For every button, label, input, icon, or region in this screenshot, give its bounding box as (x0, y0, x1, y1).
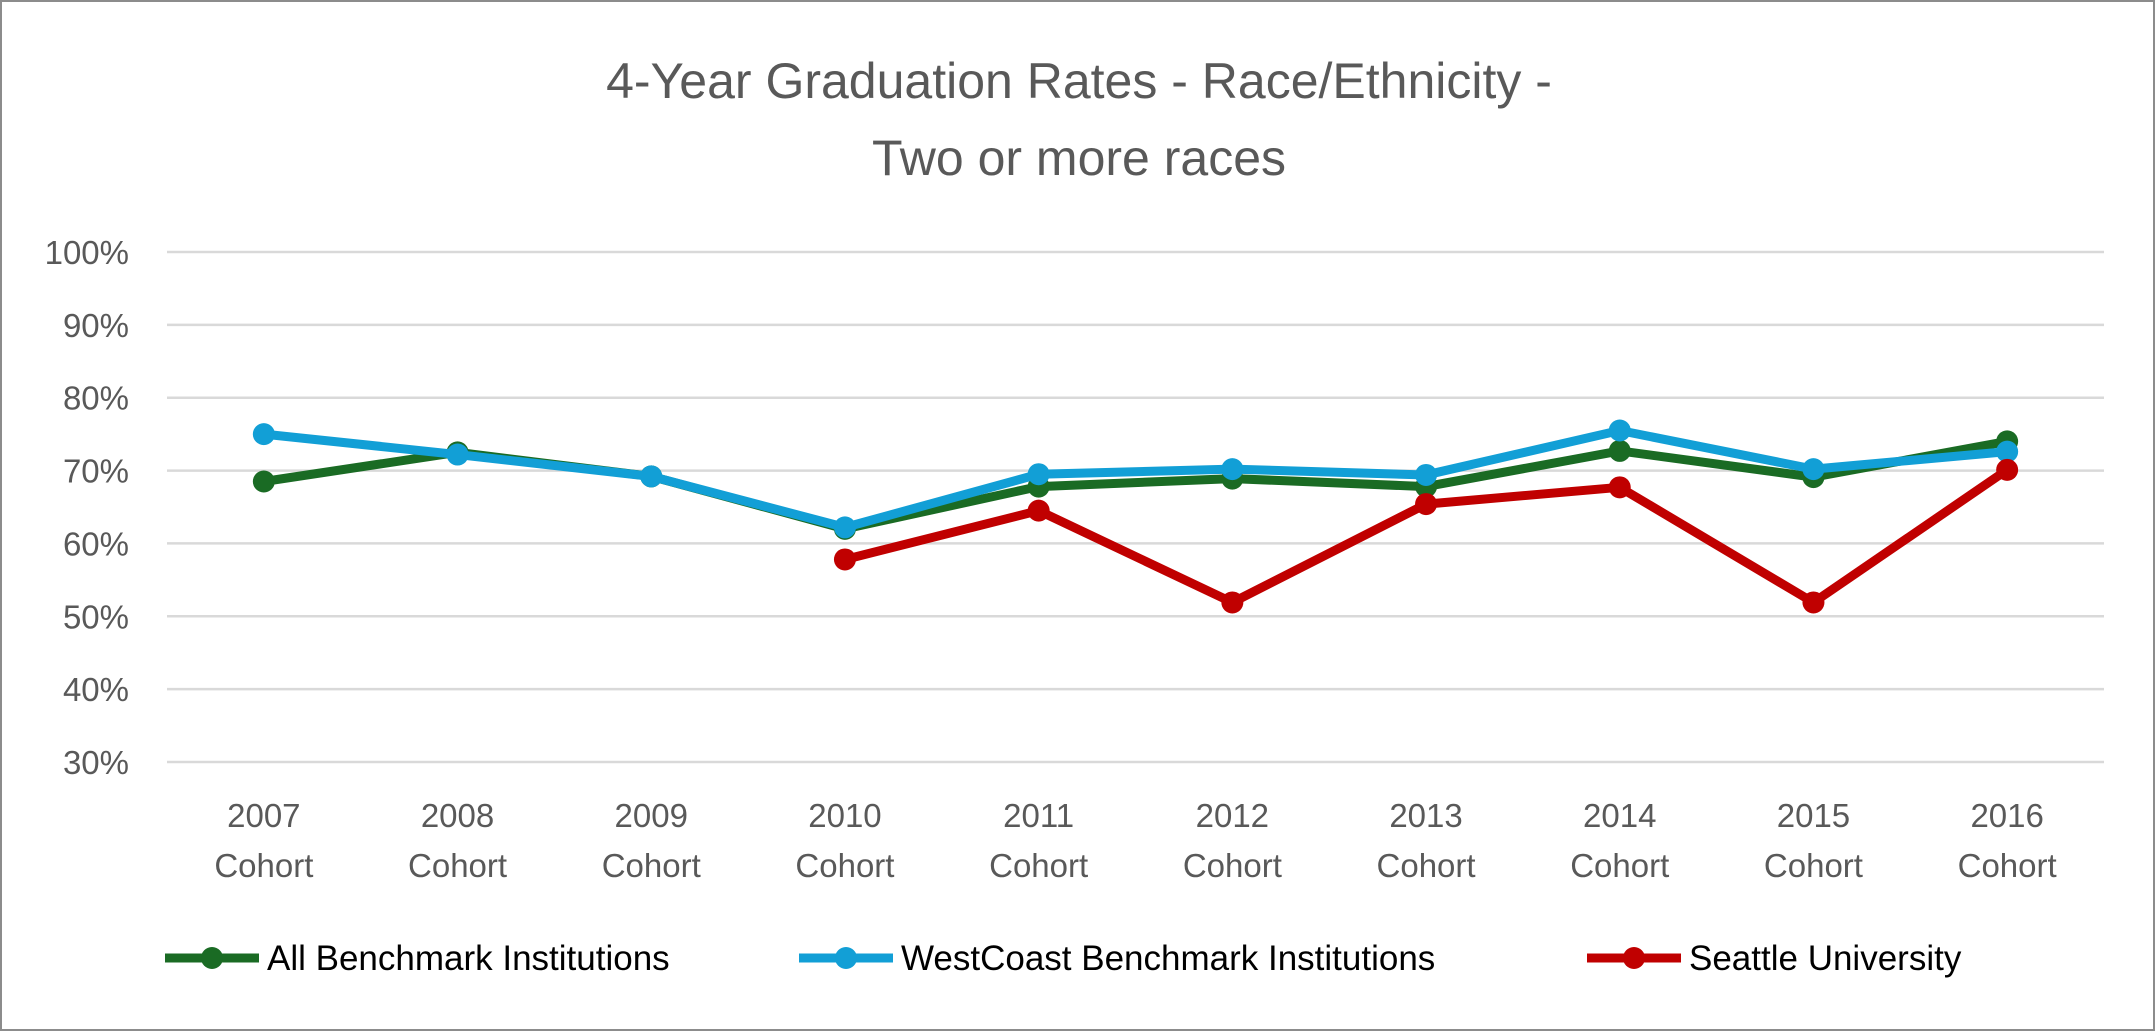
y-tick-label: 70% (63, 453, 129, 490)
x-tick-label-year: 2010 (808, 797, 881, 834)
data-point (1027, 463, 1050, 486)
x-tick-label-cohort: Cohort (1377, 847, 1476, 884)
data-point (1802, 458, 1825, 481)
data-point (1996, 458, 2019, 481)
legend-item: WestCoast Benchmark Institutions (799, 939, 1435, 978)
data-point (1415, 463, 1438, 486)
x-tick-label-cohort: Cohort (795, 847, 894, 884)
data-point (1221, 591, 1244, 614)
x-tick-label-cohort: Cohort (602, 847, 701, 884)
data-point (1996, 440, 2019, 463)
x-tick-label-cohort: Cohort (1183, 847, 1282, 884)
data-point (252, 470, 275, 493)
legend-marker (835, 947, 857, 969)
chart-title-line-2: Two or more races (872, 130, 1286, 186)
y-tick-label: 60% (63, 525, 129, 562)
legend-item: All Benchmark Institutions (165, 939, 670, 978)
data-point (1608, 476, 1631, 499)
grid-group: 30% 40% 50% 60% 70% 80% 90% 100% (45, 234, 2104, 781)
data-point (833, 548, 856, 571)
x-tick-label-cohort: Cohort (989, 847, 1088, 884)
x-tick-label-year: 2015 (1777, 797, 1850, 834)
data-point (1802, 591, 1825, 614)
x-tick-label-cohort: Cohort (1570, 847, 1669, 884)
x-tick-label-year: 2013 (1389, 797, 1462, 834)
y-tick-label: 100% (45, 234, 129, 271)
legend-marker (201, 947, 223, 969)
legend-label: Seattle University (1689, 939, 1962, 978)
x-tick-label-year: 2014 (1583, 797, 1656, 834)
x-tick-label-year: 2011 (1003, 797, 1074, 834)
x-tick-label-year: 2007 (227, 797, 300, 834)
x-tick-label-year: 2012 (1196, 797, 1269, 834)
series-line (263, 426, 2008, 532)
x-tick-label-year: 2009 (615, 797, 688, 834)
legend: All Benchmark Institutions WestCoast Benc… (165, 939, 1962, 978)
data-point (1221, 458, 1244, 481)
data-point (1415, 493, 1438, 516)
x-tick-label-cohort: Cohort (214, 847, 313, 884)
x-tick-label-cohort: Cohort (408, 847, 507, 884)
data-point (833, 516, 856, 539)
series-seattle-university (833, 458, 2019, 614)
legend-label: All Benchmark Institutions (267, 939, 670, 978)
series-group (252, 419, 2019, 614)
data-point (1608, 439, 1631, 462)
x-tick-label-cohort: Cohort (1958, 847, 2057, 884)
x-tick-label-year: 2008 (421, 797, 494, 834)
data-point (252, 423, 275, 446)
x-tick-label-cohort: Cohort (1764, 847, 1863, 884)
data-point (640, 465, 663, 488)
chart-title-line-1: 4-Year Graduation Rates - Race/Ethnicity… (606, 53, 1552, 109)
y-tick-label: 30% (63, 744, 129, 781)
y-tick-label: 40% (63, 671, 129, 708)
series-all-benchmark-institutions (252, 430, 2019, 540)
data-point (1608, 419, 1631, 442)
data-point (446, 443, 469, 466)
y-tick-label: 90% (63, 307, 129, 344)
x-tick-label-year: 2016 (1970, 797, 2043, 834)
legend-marker (1623, 947, 1645, 969)
legend-label: WestCoast Benchmark Institutions (901, 939, 1435, 978)
series-westcoast-benchmark-institutions (252, 419, 2019, 539)
data-point (1027, 499, 1050, 522)
x-axis-labels: 2007 Cohort 2008 Cohort 2009 Cohort 2010 Cohort… (214, 797, 2056, 884)
legend-item: Seattle University (1587, 939, 1962, 978)
y-tick-label: 80% (63, 380, 129, 417)
y-tick-label: 50% (63, 598, 129, 635)
